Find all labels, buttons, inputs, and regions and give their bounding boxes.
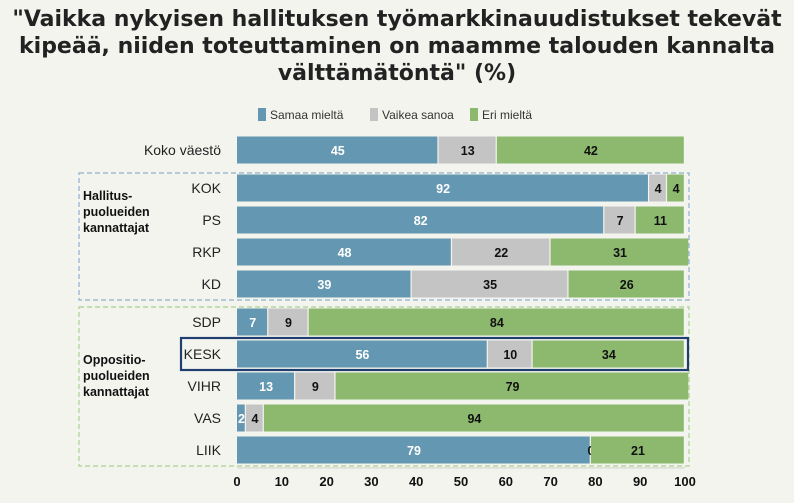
- bar-vihr-eri-mieltä: [335, 372, 689, 400]
- data-label-kd-eri-mieltä: 26: [620, 278, 634, 292]
- x-tick-label-40: 40: [409, 474, 423, 489]
- category-label-liik: LIIK: [196, 442, 222, 458]
- category-label-vihr: VIHR: [188, 378, 221, 394]
- legend-swatch-samaa-mieltä: [258, 108, 266, 121]
- highlight-box-kesk: [179, 336, 690, 372]
- bar-rkp-samaa-mieltä: [237, 238, 451, 266]
- data-label-rkp-eri-mieltä: 31: [613, 246, 627, 260]
- bar-kd-samaa-mieltä: [237, 270, 411, 298]
- x-tick-label-0: 0: [233, 474, 240, 489]
- bar-sdp-samaa-mieltä: [237, 308, 268, 336]
- government-group-label: Hallitus-: [83, 189, 132, 203]
- government-group-label: puolueiden: [83, 205, 150, 219]
- bar-liik-eri-mieltä: [590, 436, 684, 464]
- bar-rkp-vaikea-sanoa: [452, 238, 550, 266]
- category-label-sdp: SDP: [192, 314, 221, 330]
- bar-sdp-vaikea-sanoa: [268, 308, 308, 336]
- bar-rkp-eri-mieltä: [550, 238, 689, 266]
- bar-ps-vaikea-sanoa: [604, 206, 635, 234]
- title-line-2: kipeää, niiden toteuttaminen on maamme t…: [19, 34, 775, 59]
- x-tick-label-60: 60: [499, 474, 513, 489]
- x-tick-label-70: 70: [543, 474, 557, 489]
- title-line-1: "Vaikka nykyisen hallituksen työmarkkina…: [12, 7, 782, 32]
- x-tick-label-50: 50: [454, 474, 468, 489]
- category-label-rkp: RKP: [192, 244, 221, 260]
- bar-kesk-vaikea-sanoa: [487, 340, 532, 368]
- bar-ps-eri-mieltä: [635, 206, 684, 234]
- bar-kd-eri-mieltä: [568, 270, 684, 298]
- bar-vas-vaikea-sanoa: [245, 404, 263, 432]
- data-label-kok-eri-mieltä: 4: [673, 182, 680, 196]
- data-label-rkp-vaikea-sanoa: 22: [494, 246, 508, 260]
- bar-liik-samaa-mieltä: [237, 436, 590, 464]
- category-label-koko-väestö: Koko väestö: [144, 142, 221, 158]
- opposition-group-label: kannattajat: [83, 385, 150, 399]
- opposition-group-box: [78, 306, 690, 467]
- title-line-3: välttämätöntä" (%): [277, 61, 517, 86]
- government-group-box: [78, 172, 690, 301]
- data-label-koko-väestö-vaikea-sanoa: 13: [461, 144, 475, 158]
- legend-label-eri-mieltä: Eri mieltä: [482, 108, 532, 122]
- x-tick-label-90: 90: [633, 474, 647, 489]
- data-label-vas-eri-mieltä: 94: [467, 412, 481, 426]
- legend-label-vaikea-sanoa: Vaikea sanoa: [382, 108, 454, 122]
- bar-kok-samaa-mieltä: [237, 174, 648, 202]
- data-label-kesk-samaa-mieltä: 56: [355, 348, 369, 362]
- bar-vihr-samaa-mieltä: [237, 372, 295, 400]
- data-label-rkp-samaa-mieltä: 48: [338, 246, 352, 260]
- bar-kesk-samaa-mieltä: [237, 340, 487, 368]
- bar-ps-samaa-mieltä: [237, 206, 604, 234]
- bar-vas-samaa-mieltä: [237, 404, 245, 432]
- bar-sdp-eri-mieltä: [308, 308, 684, 336]
- data-label-vas-vaikea-sanoa: 4: [251, 412, 258, 426]
- data-label-vihr-eri-mieltä: 79: [506, 380, 520, 394]
- data-label-ps-samaa-mieltä: 82: [414, 214, 428, 228]
- bar-kok-eri-mieltä: [667, 174, 684, 202]
- chart-title: "Vaikka nykyisen hallituksen työmarkkina…: [0, 6, 794, 87]
- bar-koko-väestö-eri-mieltä: [496, 136, 684, 164]
- opposition-group-label: puolueiden: [83, 369, 150, 383]
- x-tick-label-30: 30: [364, 474, 378, 489]
- data-label-liik-samaa-mieltä: 79: [407, 444, 421, 458]
- bar-koko-väestö-samaa-mieltä: [237, 136, 438, 164]
- data-label-kok-samaa-mieltä: 92: [436, 182, 450, 196]
- bar-vas-eri-mieltä: [263, 404, 684, 432]
- data-label-sdp-eri-mieltä: 84: [490, 316, 504, 330]
- x-tick-label-100: 100: [674, 474, 696, 489]
- data-label-koko-väestö-samaa-mieltä: 45: [331, 144, 345, 158]
- legend-swatch-vaikea-sanoa: [370, 108, 378, 121]
- bar-kd-vaikea-sanoa: [411, 270, 568, 298]
- data-label-liik-eri-mieltä: 21: [631, 444, 645, 458]
- government-group-label: kannattajat: [83, 221, 150, 235]
- data-label-kesk-eri-mieltä: 34: [602, 348, 616, 362]
- category-label-kd: KD: [202, 276, 221, 292]
- bar-kok-vaikea-sanoa: [649, 174, 666, 202]
- data-label-kok-vaikea-sanoa: 4: [655, 182, 662, 196]
- category-label-kesk: KESK: [184, 346, 222, 362]
- x-tick-label-80: 80: [588, 474, 602, 489]
- data-label-kd-vaikea-sanoa: 35: [483, 278, 497, 292]
- x-tick-label-10: 10: [275, 474, 289, 489]
- data-label-vas-samaa-mieltä: 2: [238, 412, 245, 426]
- x-tick-label-20: 20: [319, 474, 333, 489]
- category-label-kok: KOK: [191, 180, 221, 196]
- legend-swatch-eri-mieltä: [470, 108, 478, 121]
- bar-vihr-vaikea-sanoa: [295, 372, 335, 400]
- data-label-kd-samaa-mieltä: 39: [317, 278, 331, 292]
- legend-label-samaa-mieltä: Samaa mieltä: [270, 108, 344, 122]
- data-label-vihr-vaikea-sanoa: 9: [312, 380, 319, 394]
- data-label-vihr-samaa-mieltä: 13: [259, 380, 273, 394]
- data-label-ps-eri-mieltä: 11: [654, 214, 667, 228]
- opposition-group-label: Oppositio-: [83, 353, 146, 367]
- data-label-ps-vaikea-sanoa: 7: [617, 214, 624, 228]
- category-label-vas: VAS: [194, 410, 221, 426]
- data-label-sdp-vaikea-sanoa: 9: [285, 316, 292, 330]
- data-label-kesk-vaikea-sanoa: 10: [503, 348, 517, 362]
- category-label-ps: PS: [202, 212, 221, 228]
- data-label-sdp-samaa-mieltä: 7: [249, 316, 256, 330]
- bar-koko-väestö-vaikea-sanoa: [438, 136, 496, 164]
- data-label-koko-väestö-eri-mieltä: 42: [584, 144, 598, 158]
- bar-kesk-eri-mieltä: [532, 340, 684, 368]
